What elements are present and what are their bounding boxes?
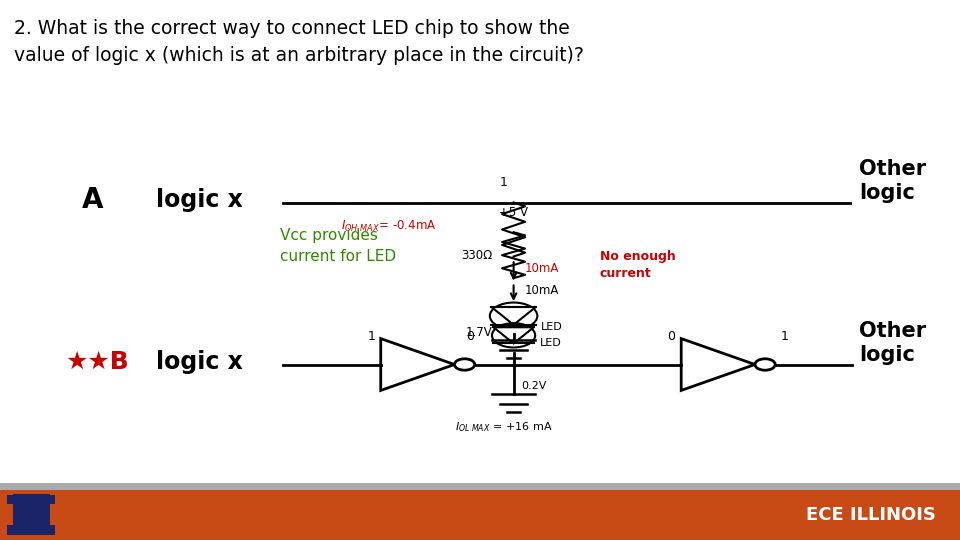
Bar: [12, 494, 50, 535]
Text: 1: 1: [367, 330, 375, 343]
Polygon shape: [381, 339, 454, 390]
Text: 330Ω: 330Ω: [461, 248, 492, 262]
Text: Other
logic: Other logic: [859, 159, 926, 203]
Text: logic x: logic x: [156, 188, 243, 212]
Text: $I_{OH\ MAX}$= -0.4mA: $I_{OH\ MAX}$= -0.4mA: [341, 219, 436, 234]
Text: +5 V: +5 V: [499, 206, 528, 219]
Bar: [0, 483, 960, 490]
Text: LED: LED: [540, 339, 562, 348]
Text: 1: 1: [500, 176, 508, 189]
Text: 2. What is the correct way to connect LED chip to show the: 2. What is the correct way to connect LE…: [14, 19, 570, 38]
Text: 10mA: 10mA: [525, 284, 560, 297]
Circle shape: [490, 302, 538, 329]
Text: 1.7V: 1.7V: [466, 326, 492, 339]
Text: $I_{OL\ MAX}$ = +16 mA: $I_{OL\ MAX}$ = +16 mA: [455, 420, 553, 434]
Circle shape: [755, 359, 776, 370]
Circle shape: [492, 323, 536, 348]
Text: logic x: logic x: [156, 350, 243, 374]
Circle shape: [454, 359, 475, 370]
Text: ECE ILLINOIS: ECE ILLINOIS: [806, 506, 936, 524]
Text: Vcc provides
current for LED: Vcc provides current for LED: [280, 228, 396, 264]
Text: 0: 0: [466, 330, 474, 343]
Text: 10mA: 10mA: [525, 262, 560, 275]
Polygon shape: [682, 339, 755, 390]
Text: value of logic x (which is at an arbitrary place in the circuit)?: value of logic x (which is at an arbitra…: [14, 46, 585, 65]
Bar: [8, 495, 55, 504]
Text: 0: 0: [667, 330, 676, 343]
Text: LED: LED: [540, 322, 563, 332]
Text: Other
logic: Other logic: [859, 321, 926, 365]
Text: ★★B: ★★B: [65, 350, 129, 374]
Text: 0.2V: 0.2V: [521, 381, 546, 391]
Polygon shape: [493, 327, 534, 343]
Bar: [0, 490, 960, 540]
Bar: [8, 525, 55, 535]
Text: A: A: [82, 186, 103, 214]
Polygon shape: [492, 307, 536, 325]
Text: No enough
current: No enough current: [600, 249, 676, 280]
Text: 1: 1: [780, 330, 789, 343]
